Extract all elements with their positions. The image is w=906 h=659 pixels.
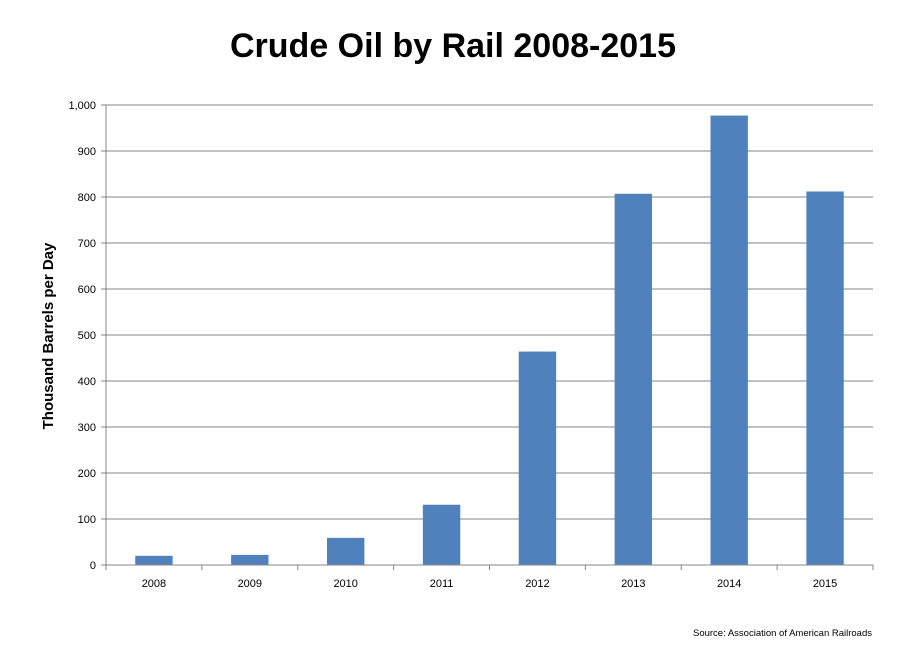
y-tick-label: 800 xyxy=(78,192,96,204)
y-tick-label: 600 xyxy=(78,284,96,296)
bar-2011 xyxy=(422,504,461,565)
y-axis-title: Thousand Barrels per Day xyxy=(40,242,57,429)
x-tick-label: 2008 xyxy=(142,578,166,590)
bars xyxy=(135,115,844,566)
bar-2014 xyxy=(710,115,748,565)
x-tick-label: 2012 xyxy=(525,578,549,590)
y-tick-label: 200 xyxy=(78,468,96,480)
chart-title: Crude Oil by Rail 2008-2015 xyxy=(230,27,676,65)
y-tick-label: 1,000 xyxy=(68,100,96,112)
x-tick-label: 2010 xyxy=(333,578,357,590)
x-tick-label: 2015 xyxy=(813,578,837,590)
x-tick-label: 2011 xyxy=(430,578,454,590)
x-tick-labels: 2008 2009 2010 2011 2012 2013 2014 2015 xyxy=(142,578,838,590)
bar-2010 xyxy=(326,537,365,565)
bar-2015 xyxy=(806,191,844,566)
gridlines xyxy=(106,104,873,520)
bar-2009 xyxy=(231,554,269,565)
x-tick-label: 2014 xyxy=(717,578,741,590)
y-tick-label: 500 xyxy=(78,330,96,342)
x-tick-label: 2013 xyxy=(621,578,645,590)
y-tick-label: 300 xyxy=(78,422,96,434)
x-tick-label: 2009 xyxy=(238,578,262,590)
y-tick-label: 900 xyxy=(78,146,96,158)
y-tick-label: 400 xyxy=(78,376,96,388)
y-tick-labels: 0 100 200 300 400 500 600 700 800 900 1,000 xyxy=(68,100,96,572)
bar-2012 xyxy=(518,351,557,565)
bar-2008 xyxy=(135,555,173,565)
y-tick-label: 700 xyxy=(78,238,96,250)
bar-2013 xyxy=(614,193,653,565)
y-tick-label: 0 xyxy=(90,560,96,572)
y-tick-label: 100 xyxy=(78,514,96,526)
source-note: Source: Association of American Railroad… xyxy=(693,628,872,639)
axes xyxy=(101,104,874,570)
